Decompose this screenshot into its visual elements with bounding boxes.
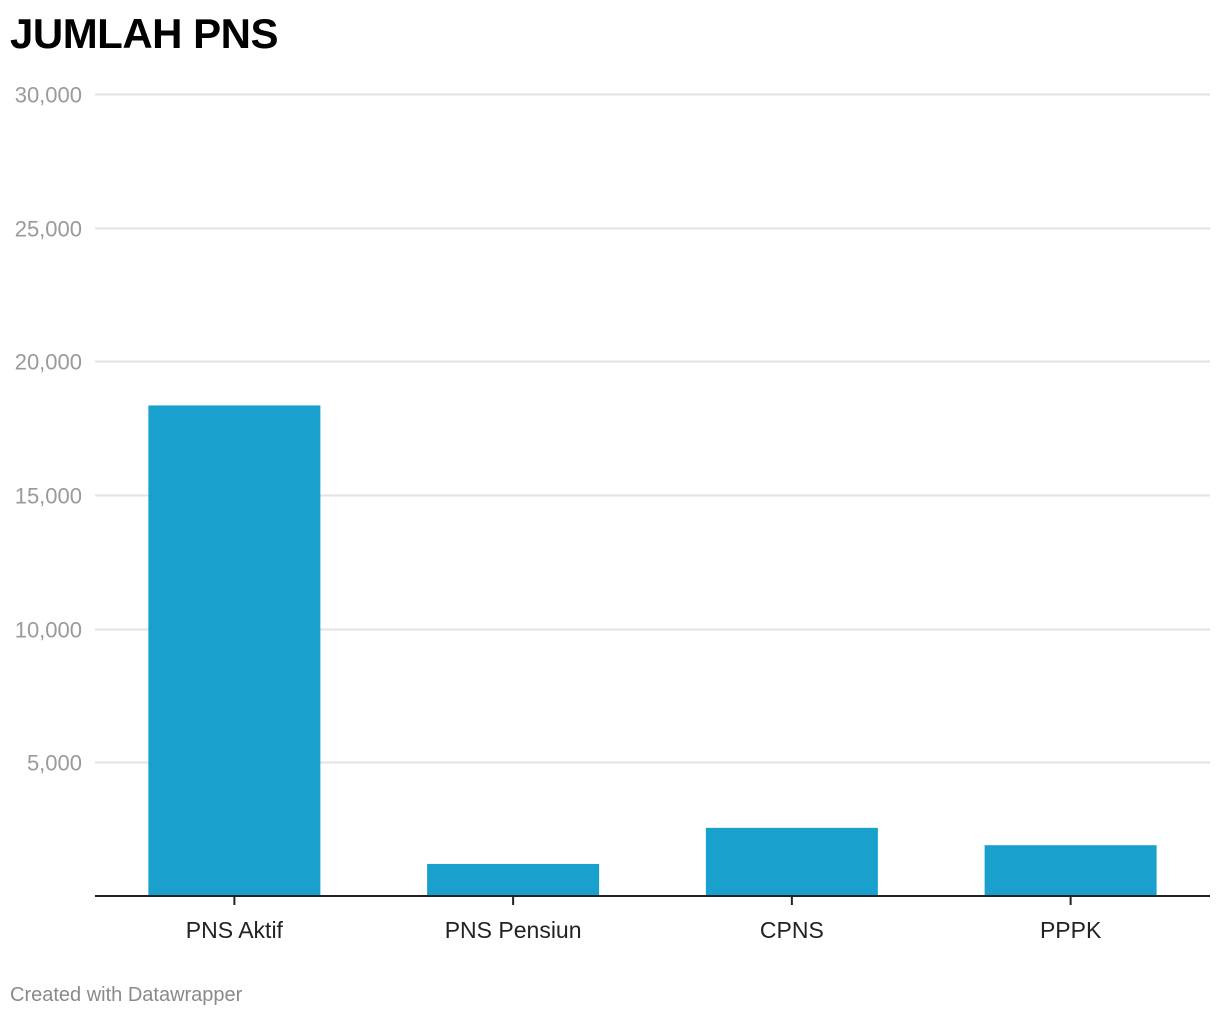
x-tick-label: PNS Aktif bbox=[186, 917, 284, 943]
bar bbox=[984, 845, 1157, 896]
y-axis-ticks: 5,000 10,000 15,000 20,000 25,000 30,000 bbox=[15, 83, 82, 776]
y-tick-label: 5,000 bbox=[27, 751, 82, 776]
bar bbox=[427, 863, 600, 896]
x-tick-label: PNS Pensiun bbox=[445, 917, 582, 943]
y-tick-label: 10,000 bbox=[15, 618, 82, 643]
bars bbox=[148, 405, 1157, 896]
y-tick-label: 15,000 bbox=[15, 484, 82, 509]
bar bbox=[148, 405, 321, 896]
y-tick-label: 20,000 bbox=[15, 350, 82, 375]
x-tick-label: PPPK bbox=[1040, 917, 1102, 943]
y-tick-label: 25,000 bbox=[15, 217, 82, 242]
x-axis: PNS Aktif PNS Pensiun CPNS PPPK bbox=[95, 895, 1210, 943]
x-tick-label: CPNS bbox=[760, 917, 824, 943]
chart-title: JUMLAH PNS bbox=[10, 10, 279, 57]
credit-text: Created with Datawrapper bbox=[10, 984, 243, 1006]
bar bbox=[705, 827, 878, 896]
y-tick-label: 30,000 bbox=[15, 83, 82, 108]
